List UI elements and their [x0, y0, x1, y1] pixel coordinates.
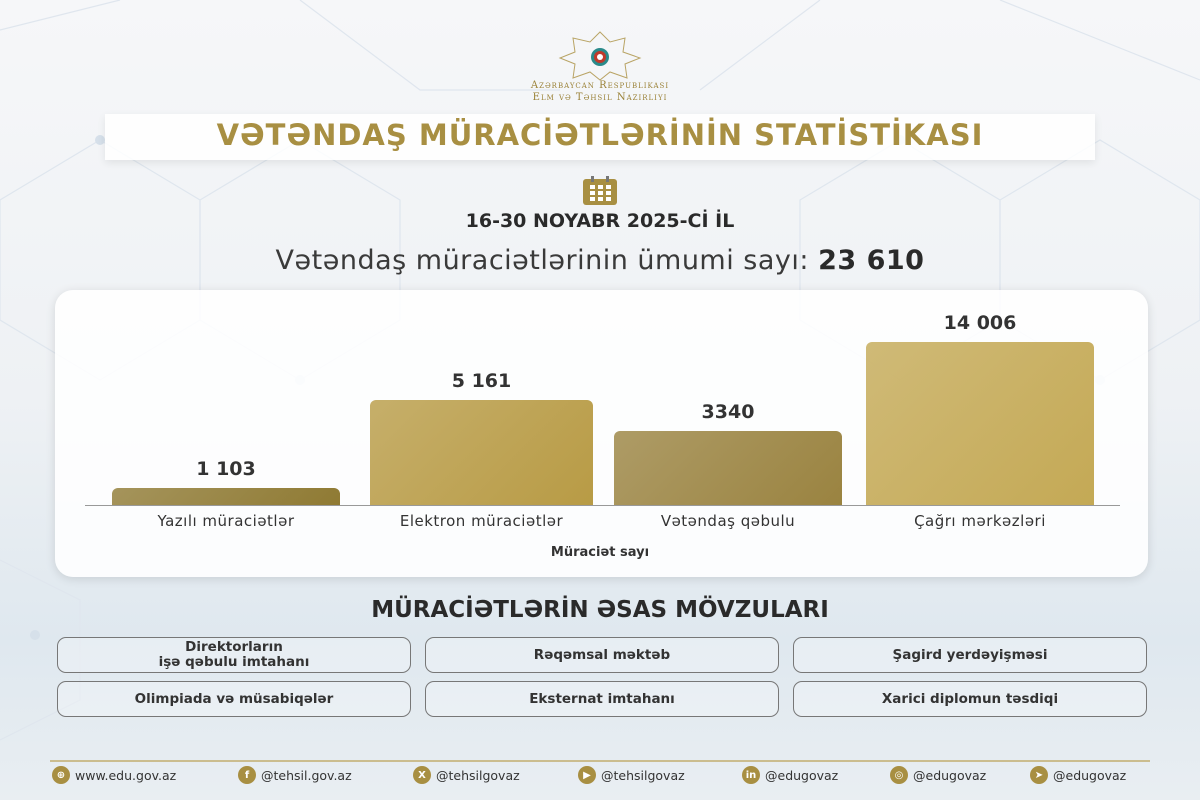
x-axis-line	[85, 505, 1120, 506]
x-icon: X	[413, 766, 431, 784]
total-label: Vətəndaş müraciətlərinin ümumi sayı:	[275, 245, 809, 276]
topic-item: Xarici diplomun təsdiqi	[793, 681, 1147, 717]
bar-2	[370, 400, 593, 505]
bar-3	[614, 431, 842, 505]
total-value: 23 610	[818, 245, 925, 276]
category-label: Vətəndaş qəbulu	[660, 512, 796, 530]
globe-icon: ⊕	[52, 766, 70, 784]
linkedin-icon: in	[742, 766, 760, 784]
date-range: 16-30 NOYABR 2025-Cİ İL	[465, 210, 735, 232]
bar-4	[866, 342, 1094, 505]
ministry-name-line1: Azərbaycan Respublikası	[530, 80, 670, 91]
youtube-icon: ▶	[578, 766, 596, 784]
telegram-icon: ➤	[1030, 766, 1048, 784]
footer-divider	[50, 760, 1150, 762]
footer-link-text: @tehsil.gov.az	[261, 767, 352, 783]
instagram-icon: ◎	[890, 766, 908, 784]
footer-link-text: @tehsilgovaz	[601, 767, 685, 783]
topics-title: MÜRACİƏTLƏRİN ƏSAS MÖVZULARI	[371, 597, 829, 623]
footer-link-x[interactable]: X @tehsilgovaz	[413, 766, 520, 784]
footer-link-linkedin[interactable]: in @edugovaz	[742, 766, 838, 784]
bar-1	[112, 488, 340, 505]
page-title: VƏTƏNDAŞ MÜRACİƏTLƏRİNİN STATİSTİKASI	[216, 118, 984, 152]
bar-value-label: 3340	[701, 401, 755, 423]
category-label: Elektron müraciətlər	[399, 512, 564, 530]
footer-link-text: @tehsilgovaz	[436, 767, 520, 783]
total-count: Vətəndaş müraciətlərinin ümumi sayı: 23 …	[0, 245, 1200, 276]
topic-item: Eksternat imtahanı	[425, 681, 779, 717]
calendar-icon	[583, 176, 617, 205]
footer-link-globe[interactable]: ⊕ www.edu.gov.az	[52, 766, 176, 784]
ministry-name-line2: Elm və Təhsil Nazirliyi	[532, 92, 668, 103]
footer-link-text: @edugovaz	[765, 767, 839, 783]
footer-link-telegram[interactable]: ➤ @edugovaz	[1030, 766, 1126, 784]
footer-link-youtube[interactable]: ▶ @tehsilgovaz	[578, 766, 685, 784]
footer-link-instagram[interactable]: ◎ @edugovaz	[890, 766, 986, 784]
footer-link-facebook[interactable]: f @tehsil.gov.az	[238, 766, 352, 784]
topic-item: Direktorların işə qəbulu imtahanı	[57, 637, 411, 673]
ministry-emblem-logo	[558, 31, 642, 80]
bar-value-label: 5 161	[451, 370, 512, 392]
topic-item: Olimpiada və müsabiqələr	[57, 681, 411, 717]
bar-value-label: 1 103	[196, 458, 256, 480]
category-label: Çağrı mərkəzləri	[914, 512, 1046, 530]
footer-link-text: @edugovaz	[1053, 767, 1127, 783]
footer-link-text: @edugovaz	[913, 767, 987, 783]
title-band	[105, 114, 1095, 160]
x-axis-label: Müraciət sayı	[550, 545, 650, 560]
footer-link-text: www.edu.gov.az	[75, 767, 177, 783]
topic-item: Şagird yerdəyişməsi	[793, 637, 1147, 673]
facebook-icon: f	[238, 766, 256, 784]
topic-item: Rəqəmsal məktəb	[425, 637, 779, 673]
bar-value-label: 14 006	[943, 312, 1017, 334]
category-label: Yazılı müraciətlər	[157, 512, 295, 530]
